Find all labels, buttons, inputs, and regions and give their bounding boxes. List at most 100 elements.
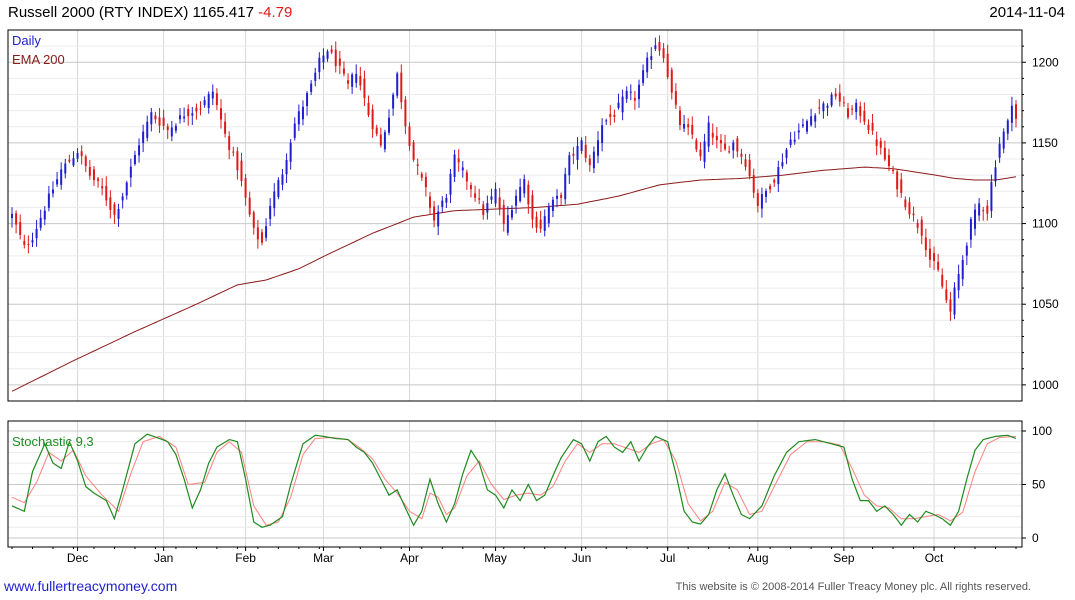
candle-body [138,145,141,156]
candle [68,154,71,164]
candle [211,84,214,106]
candle-body [974,209,977,229]
candle-body [490,196,493,200]
candle-body [318,57,321,73]
ema-layer [11,166,1017,392]
candle-body [101,186,104,189]
candle [301,100,304,126]
candle [744,153,747,171]
candle-body [453,154,456,177]
candle [23,234,26,249]
candle-body [11,213,13,219]
x-tick-label: Jul [660,551,675,565]
candle [19,214,22,240]
candle [515,189,518,214]
legend-stochastic: Stochastic 9,3 [12,434,94,449]
candle [506,206,509,236]
candle [76,148,79,163]
candle [658,35,661,56]
candle-body [240,160,243,182]
candle [601,118,604,152]
candle-body [215,93,218,106]
candle [785,147,788,165]
candle-body [769,185,772,190]
candle [769,183,772,194]
candle [965,242,968,266]
candle-body [494,188,497,204]
candle-body [765,190,768,197]
candle [842,96,845,107]
candle-body [806,121,809,132]
candle [105,176,108,206]
candle [666,44,669,80]
website-link[interactable]: www.fullertreacymoney.com [4,578,178,594]
candle [199,101,202,116]
candle [445,193,448,208]
candle-body [773,179,776,183]
candle [933,246,936,270]
candle [691,116,694,140]
candle-body [121,196,124,201]
candle-body [187,108,190,117]
candle-body [31,240,34,243]
candle [351,72,354,94]
candle-body [953,287,956,315]
candle [621,89,624,121]
candle-body [699,149,702,157]
candle-body [949,299,952,312]
candle-body [879,141,882,148]
candle-body [986,205,989,214]
candle [162,109,165,130]
candle [580,137,583,154]
candle-body [359,76,362,86]
candle-body [498,197,501,210]
candle [732,139,735,159]
candle-body [670,69,673,93]
candle [654,37,657,52]
candle [191,107,194,125]
candle [961,255,964,286]
candle [531,190,534,229]
candle-body [27,244,30,246]
candle-body [125,182,128,196]
candle-body [347,80,350,84]
candle [437,205,440,236]
candle [228,131,231,160]
candle-body [576,145,579,160]
candle-body [719,139,722,144]
candle-body [793,139,796,142]
candle [31,232,34,248]
candle [597,131,600,164]
candle-body [502,204,505,224]
candle [625,86,628,103]
candle [478,188,481,205]
candle [416,158,419,176]
candle [285,153,288,184]
candle [707,115,710,153]
candle-body [269,205,272,219]
x-tick-label: Aug [747,551,768,565]
chart-title: Russell 2000 (RTY INDEX) 1165.417 -4.79 [8,4,292,21]
candle [219,99,222,129]
candle-body [23,240,26,245]
candle [728,145,731,154]
candle-body [64,163,67,174]
candle-body [883,147,886,160]
candle [986,199,989,221]
candle-body [908,202,911,215]
candle [670,67,673,100]
candle-body [814,115,817,122]
candle [326,49,329,62]
candle-body [465,172,468,182]
candle-body [105,185,108,201]
candle [556,189,559,208]
candle-body [248,197,251,215]
candle-body [551,199,554,211]
candle [687,118,690,136]
candle-body [330,49,333,53]
candle-body [482,204,485,215]
candle-body [469,185,472,190]
stoch-y-tick-label: 50 [1032,478,1046,492]
candle [806,119,809,135]
candle [166,123,169,139]
